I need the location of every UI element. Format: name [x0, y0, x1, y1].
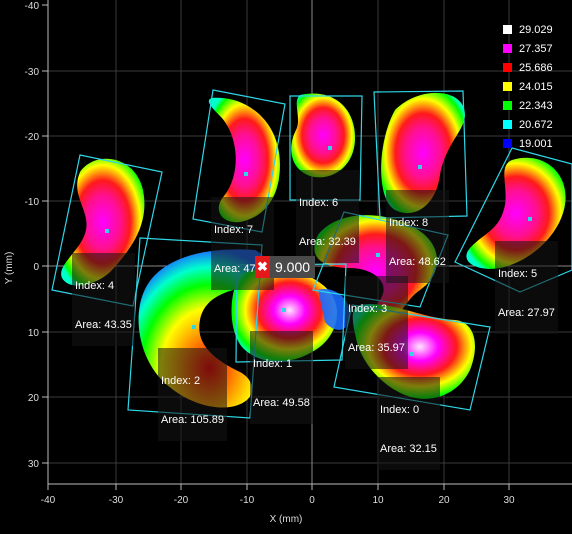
object-index: Index: 0 [380, 404, 420, 416]
y-tick: 0 [33, 262, 39, 273]
x-tick: -10 [240, 495, 255, 506]
axes [42, 0, 572, 490]
object-index: Index: 5 [498, 268, 538, 280]
legend-item: 29.029 [503, 20, 553, 39]
x-tick-labels: -40 -30 -20 -10 0 10 20 30 [41, 495, 515, 506]
legend-value: 27.357 [519, 42, 553, 55]
blob-6 [291, 93, 356, 178]
object-index: Index: 2 [161, 375, 201, 387]
legend-value: 25.686 [519, 61, 553, 74]
legend-item: 22.343 [503, 96, 553, 115]
x-tick: -40 [41, 495, 56, 506]
y-tick-labels: -40 -30 -20 -10 0 10 20 30 [25, 1, 40, 470]
object-label-3: Index: 3 Area: 35.97 [345, 276, 408, 369]
object-label-8: Index: 8 Area: 48.62 [386, 190, 449, 283]
legend-value: 22.343 [519, 99, 553, 112]
object-index: Index: 4 [75, 280, 115, 292]
legend-swatch [503, 63, 512, 72]
y-tick: 10 [28, 328, 40, 339]
x-tick: 20 [438, 495, 450, 506]
legend-item: 20.672 [503, 115, 553, 134]
object-index: Index: 8 [389, 217, 429, 229]
cursor-value-tooltip[interactable]: ✖ 9.000 [255, 256, 316, 278]
legend-value: 20.672 [519, 118, 553, 131]
object-index: Index: 7 [214, 224, 254, 236]
legend-item: 19.001 [503, 134, 553, 153]
legend-swatch [503, 101, 512, 110]
object-index: Index: 3 [348, 303, 388, 315]
x-tick: 30 [503, 495, 515, 506]
y-axis-title: Y (mm) [4, 252, 15, 285]
x-tick: -30 [109, 495, 124, 506]
legend-swatch [503, 120, 512, 129]
color-legend: 29.029 27.357 25.686 24.015 22.343 20.67… [503, 20, 553, 153]
blob-1-tail [318, 289, 351, 330]
object-label-2: Index: 2 Area: 105.89 [158, 348, 227, 441]
legend-swatch [503, 82, 512, 91]
x-axis-title: X (mm) [270, 514, 303, 525]
object-label-6: Index: 6 Area: 32.39 [296, 170, 359, 263]
y-tick: -20 [25, 132, 40, 143]
object-area: Area: 32.15 [380, 443, 437, 455]
blob-8 [381, 92, 465, 214]
object-label-1: Index: 1 Area: 49.58 [250, 331, 313, 424]
y-tick: 30 [28, 459, 40, 470]
y-tick: -30 [25, 67, 40, 78]
y-tick: -40 [25, 1, 40, 12]
object-area: Area: 35.97 [348, 342, 405, 354]
object-label-0: Index: 0 Area: 32.15 [377, 377, 440, 470]
object-label-7: Index: 7 Area: 47.23 [211, 197, 274, 290]
x-tick: 0 [309, 495, 315, 506]
centroid-markers [105, 146, 532, 356]
object-area: Area: 43.35 [75, 319, 132, 331]
object-area: Area: 32.39 [299, 236, 356, 248]
x-tick: -20 [174, 495, 189, 506]
legend-item: 24.015 [503, 77, 553, 96]
object-index: Index: 1 [253, 358, 293, 370]
legend-item: 25.686 [503, 58, 553, 77]
object-index: Index: 6 [299, 197, 339, 209]
legend-swatch [503, 25, 512, 34]
object-area: Area: 27.97 [498, 307, 555, 319]
object-area: Area: 48.62 [389, 256, 446, 268]
object-label-5: Index: 5 Area: 27.97 [495, 241, 558, 334]
legend-swatch [503, 44, 512, 53]
y-tick: 20 [28, 393, 40, 404]
y-tick: -10 [25, 197, 40, 208]
legend-value: 29.029 [519, 23, 553, 36]
legend-item: 27.357 [503, 39, 553, 58]
object-area: Area: 49.58 [253, 397, 310, 409]
object-label-4: Index: 4 Area: 43.35 [72, 253, 135, 346]
blob-7 [208, 97, 280, 223]
x-tick: 10 [372, 495, 384, 506]
close-icon[interactable]: ✖ [255, 256, 270, 278]
object-area: Area: 105.89 [161, 414, 224, 426]
legend-swatch [503, 139, 512, 148]
legend-value: 24.015 [519, 80, 553, 93]
legend-value: 19.001 [519, 137, 553, 150]
cursor-value: 9.000 [270, 256, 316, 278]
